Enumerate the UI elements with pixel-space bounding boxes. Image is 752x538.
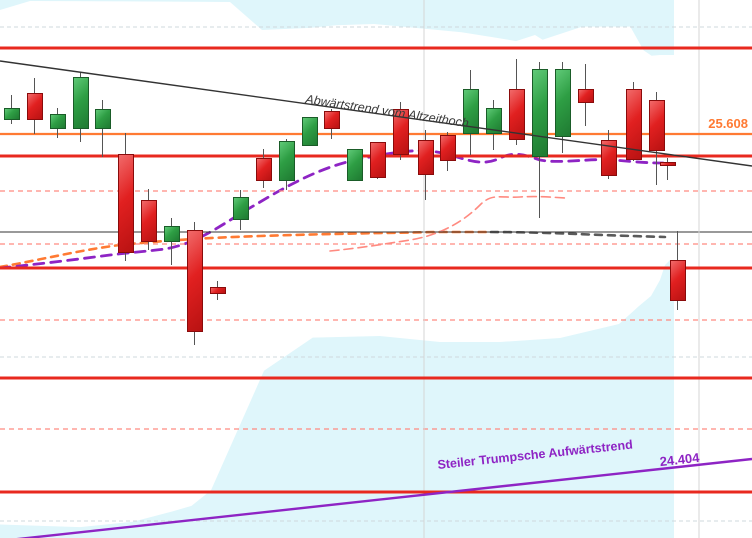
svg-text:25.608: 25.608 [708, 116, 748, 131]
svg-text:Abwärtstrend vom Altzeithoch: Abwärtstrend vom Altzeithoch [304, 92, 470, 130]
svg-text:Steiler Trumpsche Aufwärtstren: Steiler Trumpsche Aufwärtstrend [437, 438, 634, 472]
